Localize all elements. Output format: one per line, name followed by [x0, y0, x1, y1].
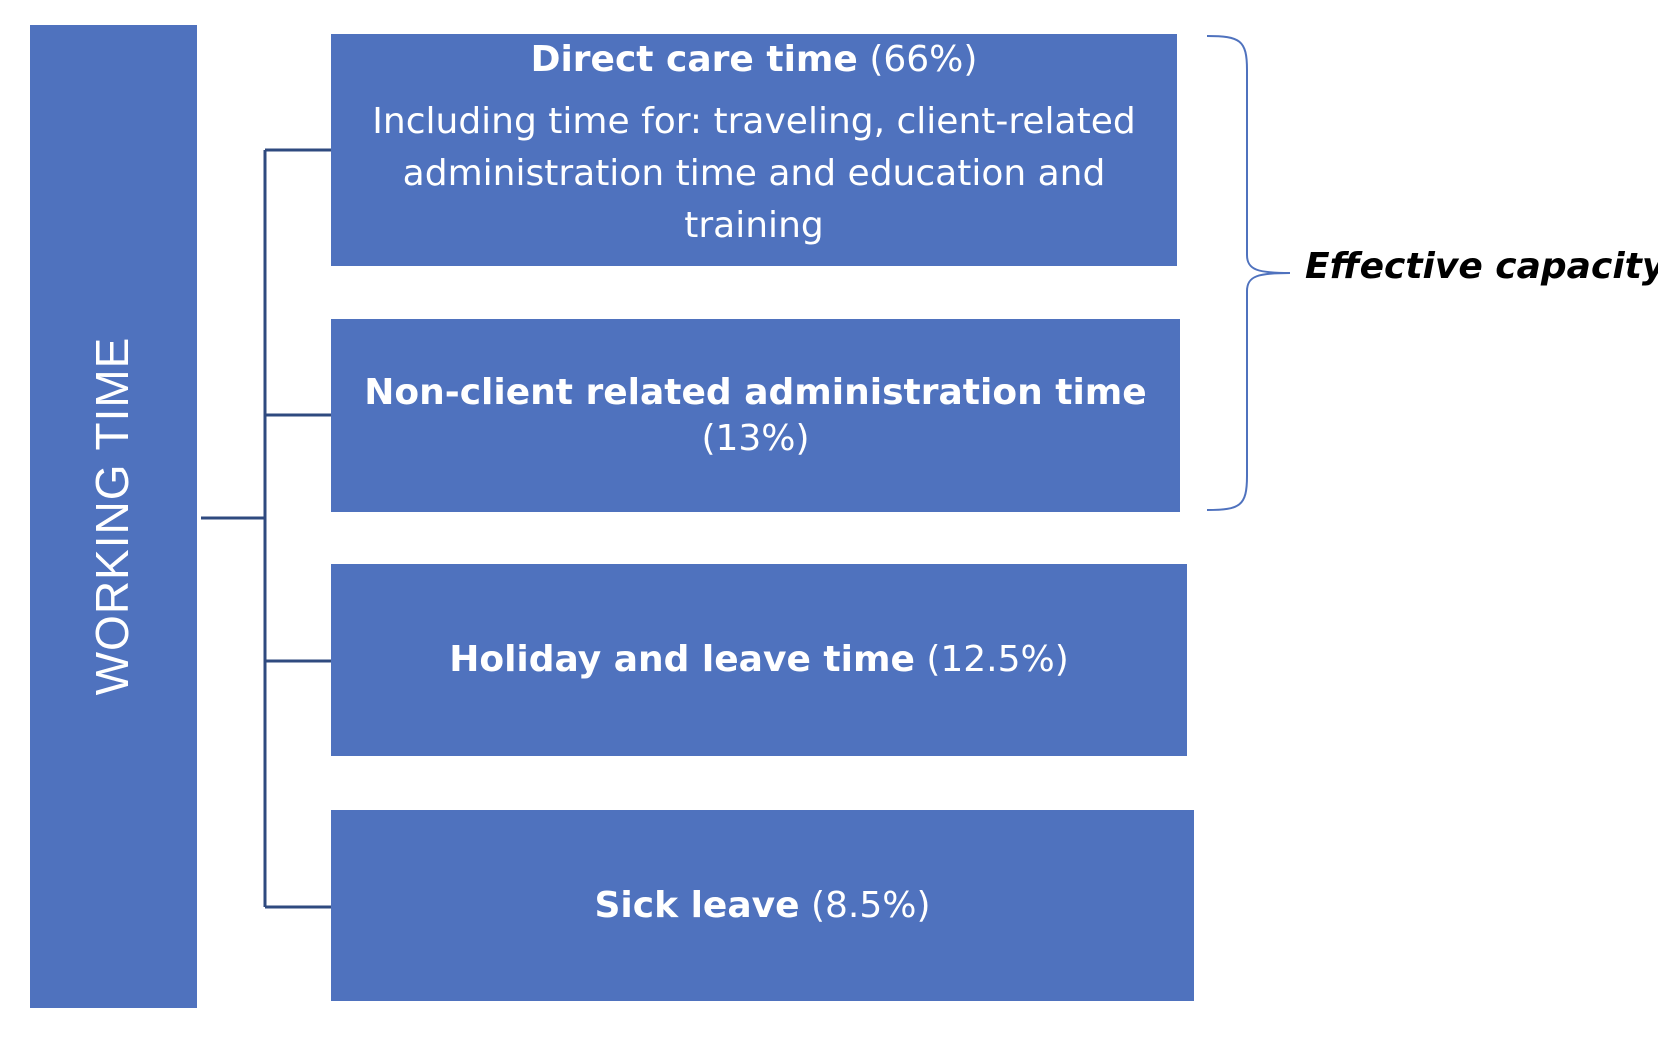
direct-care-time-box: Direct care time (66%) Including time fo…: [331, 34, 1177, 266]
direct-care-time-detail: Including time for: traveling, client-re…: [372, 101, 1136, 246]
effective-capacity-label: Effective capacity: [1305, 246, 1658, 287]
non-client-admin-time-box: Non-client related administration time (…: [331, 319, 1180, 512]
direct-care-time-title: Direct care time: [530, 39, 858, 80]
working-time-box: [30, 25, 197, 1008]
sick-leave-title: Sick leave: [594, 884, 800, 926]
effective-capacity-brace: [1206, 35, 1291, 511]
direct-care-time-percent: (66%): [869, 39, 978, 80]
sick-leave-box: Sick leave (8.5%): [331, 810, 1194, 1001]
non-client-admin-time-title: Non-client related administration time: [364, 371, 1147, 413]
sick-leave-percent: (8.5%): [810, 884, 931, 926]
holiday-leave-time-percent: (12.5%): [926, 639, 1069, 680]
holiday-leave-time-title: Holiday and leave time: [449, 639, 915, 680]
non-client-admin-time-percent: (13%): [701, 417, 810, 459]
holiday-leave-time-box: Holiday and leave time (12.5%): [331, 564, 1187, 756]
